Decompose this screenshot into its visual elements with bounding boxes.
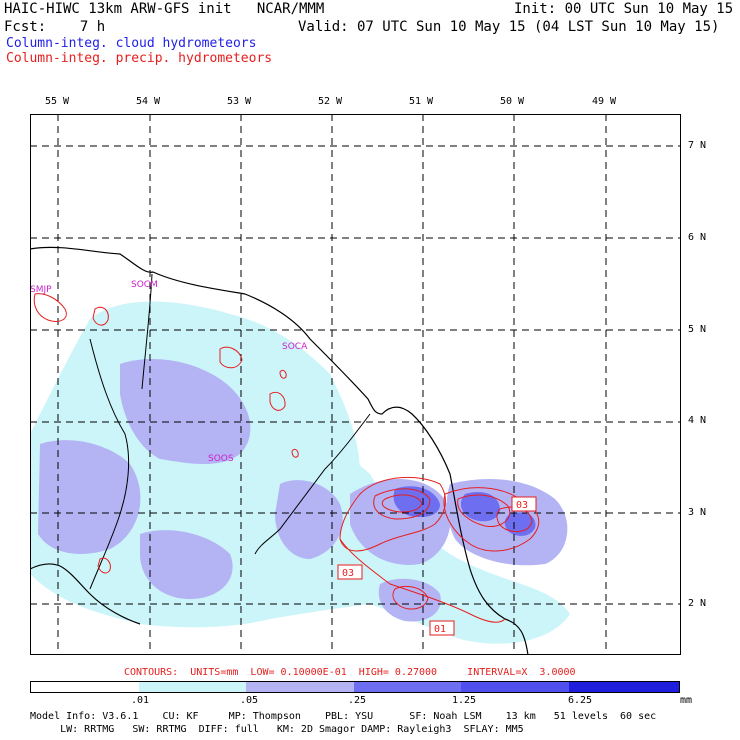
contour-label: 03 — [342, 568, 354, 579]
model-info-line2: LW: RRTMG SW: RRTMG DIFF: full KM: 2D Sm… — [30, 724, 524, 735]
colorbar-tick: .25 — [348, 695, 367, 706]
station-label: SMJP — [30, 285, 52, 295]
station-label: SOCM — [131, 280, 158, 290]
colorbar-units: mm — [680, 695, 693, 706]
map-panel: SMJP SOCM SOCA SOOS 03 03 01 — [30, 114, 681, 655]
colorbar-swatch — [461, 682, 569, 692]
field-cloud-label: Column-integ. cloud hydrometeors — [6, 36, 257, 51]
contours-info: CONTOURS: UNITS=mm LOW= 0.10000E-01 HIGH… — [124, 667, 576, 678]
init-time: Init: 00 UTC Sun 10 May 15 — [514, 1, 734, 17]
cloud-dark-field — [393, 486, 536, 536]
lat-label: 6 N — [688, 232, 707, 243]
contour-label: 03 — [516, 500, 528, 511]
station-label: SOCA — [282, 342, 308, 352]
lat-label: 4 N — [688, 415, 707, 426]
contour-label: 01 — [434, 624, 446, 635]
lat-label: 7 N — [688, 140, 707, 151]
colorbar-swatch — [246, 682, 354, 692]
lon-label: 52 W — [318, 96, 343, 107]
contour-value-labels: 03 03 01 — [337, 496, 537, 636]
model-title: HAIC-HIWC 13km ARW-GFS init NCAR/MMM — [4, 1, 325, 17]
lat-label: 5 N — [688, 324, 707, 335]
lon-label: 55 W — [45, 96, 70, 107]
field-precip-label: Column-integ. precip. hydrometeors — [6, 51, 273, 66]
colorbar-tick: 6.25 — [568, 695, 593, 706]
model-info-line1: Model Info: V3.6.1 CU: KF MP: Thompson P… — [30, 711, 657, 722]
colorbar — [30, 681, 680, 693]
colorbar-tick: .05 — [240, 695, 259, 706]
colorbar-swatch — [138, 682, 247, 692]
station-labels: SMJP SOCM SOCA SOOS — [30, 280, 308, 464]
colorbar-tick: 1.25 — [452, 695, 477, 706]
colorbar-tick: .01 — [131, 695, 150, 706]
colorbar-swatch — [353, 682, 462, 692]
lon-label: 53 W — [227, 96, 252, 107]
precip-contours — [33, 293, 540, 623]
forecast-hour: Fcst: 7 h — [4, 19, 106, 35]
lon-label: 54 W — [136, 96, 161, 107]
lat-label: 3 N — [688, 507, 707, 518]
lon-label: 51 W — [409, 96, 434, 107]
map-border — [30, 114, 681, 655]
colorbar-swatch — [568, 682, 679, 692]
station-label: SOOS — [208, 454, 234, 464]
colorbar-swatch — [31, 682, 139, 692]
valid-time: Valid: 07 UTC Sun 10 May 15 (04 LST Sun … — [298, 19, 720, 35]
border-lines — [89, 273, 371, 590]
grid — [30, 114, 681, 655]
lon-label: 50 W — [500, 96, 525, 107]
lat-label: 2 N — [688, 598, 707, 609]
lon-label: 49 W — [592, 96, 617, 107]
